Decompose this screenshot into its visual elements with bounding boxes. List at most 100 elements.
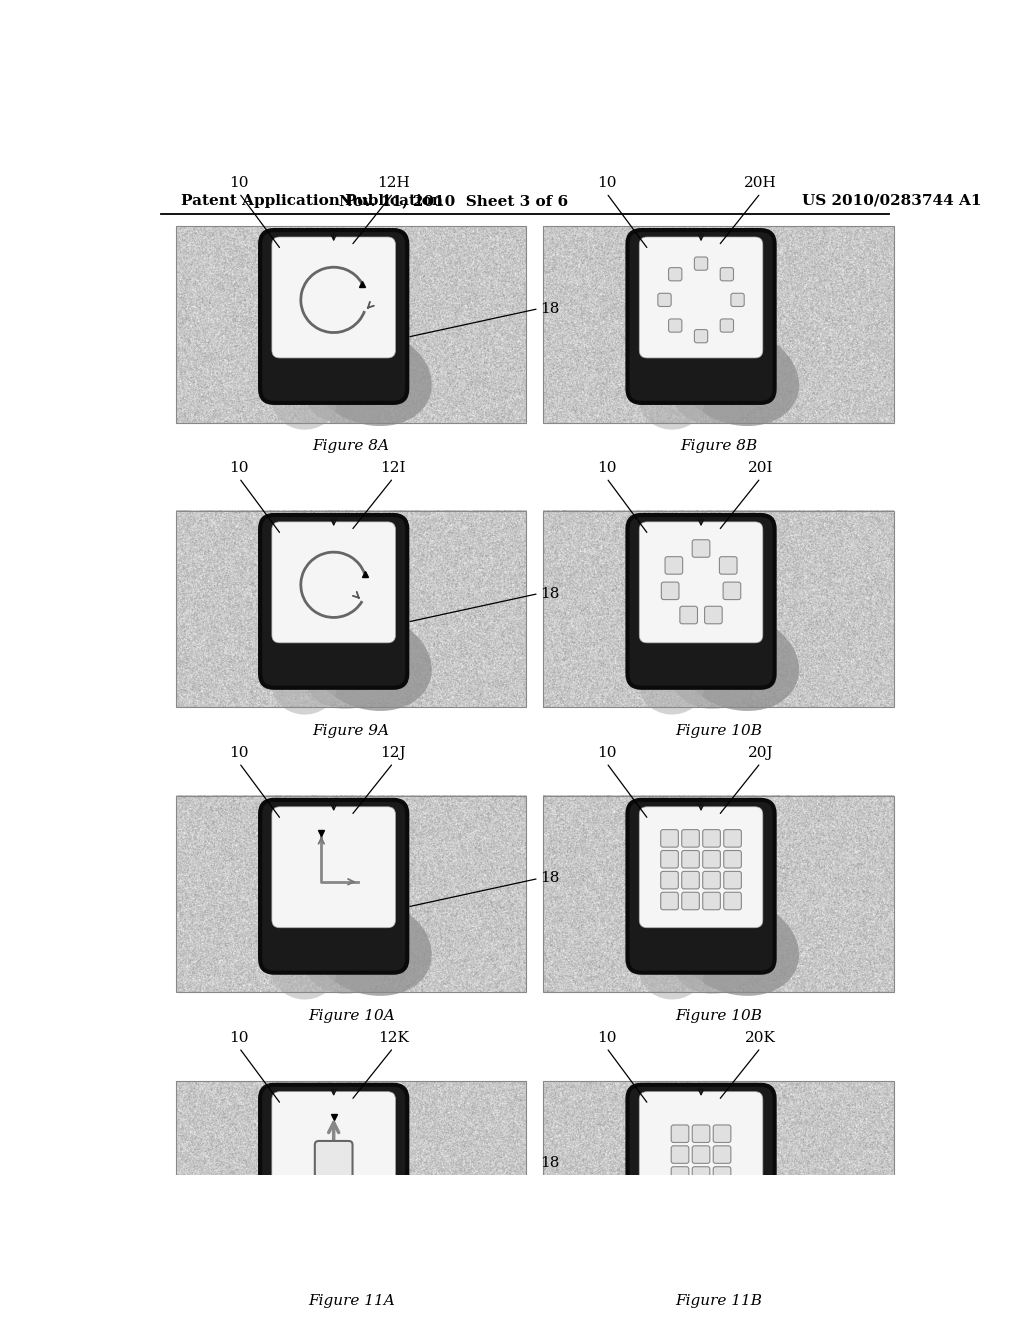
- Ellipse shape: [639, 939, 705, 999]
- Text: 20J: 20J: [748, 746, 773, 760]
- Ellipse shape: [271, 370, 337, 430]
- Ellipse shape: [304, 639, 392, 709]
- FancyBboxPatch shape: [692, 540, 710, 557]
- Text: 18: 18: [541, 871, 560, 886]
- FancyBboxPatch shape: [692, 1125, 710, 1143]
- Text: 10: 10: [229, 176, 249, 190]
- FancyBboxPatch shape: [665, 557, 683, 574]
- Text: Figure 10A: Figure 10A: [308, 1010, 394, 1023]
- FancyBboxPatch shape: [639, 521, 763, 643]
- Ellipse shape: [309, 1183, 432, 1280]
- FancyBboxPatch shape: [314, 1140, 352, 1177]
- FancyBboxPatch shape: [272, 238, 395, 358]
- FancyBboxPatch shape: [720, 268, 733, 281]
- Ellipse shape: [677, 327, 799, 426]
- Ellipse shape: [639, 1224, 705, 1284]
- Text: Figure 10B: Figure 10B: [675, 1010, 762, 1023]
- FancyBboxPatch shape: [671, 1167, 689, 1184]
- FancyBboxPatch shape: [628, 1085, 774, 1258]
- FancyBboxPatch shape: [639, 238, 763, 358]
- Text: 20K: 20K: [745, 1031, 776, 1044]
- Text: 12I: 12I: [381, 461, 406, 475]
- Bar: [176, 1081, 526, 1278]
- FancyBboxPatch shape: [705, 606, 722, 624]
- Text: 18: 18: [541, 302, 560, 315]
- Text: Patent Application Publication: Patent Application Publication: [180, 194, 442, 207]
- FancyBboxPatch shape: [682, 892, 699, 909]
- Ellipse shape: [309, 898, 432, 995]
- Ellipse shape: [677, 898, 799, 995]
- FancyBboxPatch shape: [671, 1125, 689, 1143]
- FancyBboxPatch shape: [639, 1092, 763, 1213]
- Text: Figure 8A: Figure 8A: [312, 440, 390, 454]
- Text: Figure 11A: Figure 11A: [308, 1294, 394, 1308]
- FancyBboxPatch shape: [692, 1146, 710, 1163]
- FancyBboxPatch shape: [662, 582, 679, 599]
- Bar: [176, 226, 526, 422]
- FancyBboxPatch shape: [724, 871, 741, 888]
- Bar: [544, 796, 894, 993]
- Ellipse shape: [639, 655, 705, 714]
- FancyBboxPatch shape: [702, 850, 720, 869]
- Text: 10: 10: [597, 176, 616, 190]
- Text: Figure 11B: Figure 11B: [675, 1294, 762, 1308]
- FancyBboxPatch shape: [724, 850, 741, 869]
- Bar: [176, 796, 526, 993]
- FancyBboxPatch shape: [714, 1146, 731, 1163]
- FancyBboxPatch shape: [660, 850, 678, 869]
- FancyBboxPatch shape: [720, 319, 733, 333]
- Text: 10: 10: [597, 746, 616, 760]
- FancyBboxPatch shape: [682, 850, 699, 869]
- Ellipse shape: [271, 1224, 337, 1284]
- Text: 20I: 20I: [748, 461, 773, 475]
- FancyBboxPatch shape: [260, 800, 408, 973]
- Ellipse shape: [304, 924, 392, 994]
- Text: 12K: 12K: [378, 1031, 409, 1044]
- FancyBboxPatch shape: [724, 830, 741, 847]
- Bar: [544, 226, 894, 422]
- FancyBboxPatch shape: [272, 807, 395, 928]
- FancyBboxPatch shape: [731, 293, 744, 306]
- FancyBboxPatch shape: [669, 268, 682, 281]
- FancyBboxPatch shape: [714, 1125, 731, 1143]
- FancyBboxPatch shape: [628, 230, 774, 403]
- FancyBboxPatch shape: [694, 330, 708, 343]
- FancyBboxPatch shape: [702, 871, 720, 888]
- Bar: [544, 511, 894, 708]
- FancyBboxPatch shape: [660, 892, 678, 909]
- Text: Figure 8B: Figure 8B: [680, 440, 757, 454]
- Ellipse shape: [309, 612, 432, 711]
- FancyBboxPatch shape: [723, 582, 740, 599]
- Text: 20H: 20H: [744, 176, 777, 190]
- FancyBboxPatch shape: [692, 1167, 710, 1184]
- Text: US 2010/0283744 A1: US 2010/0283744 A1: [802, 194, 982, 207]
- FancyBboxPatch shape: [660, 830, 678, 847]
- FancyBboxPatch shape: [628, 800, 774, 973]
- Ellipse shape: [304, 1209, 392, 1279]
- FancyBboxPatch shape: [720, 557, 737, 574]
- FancyBboxPatch shape: [272, 1092, 395, 1213]
- Text: 18: 18: [541, 586, 560, 601]
- FancyBboxPatch shape: [660, 871, 678, 888]
- Ellipse shape: [672, 639, 760, 709]
- FancyBboxPatch shape: [260, 230, 408, 403]
- Text: 10: 10: [229, 461, 249, 475]
- FancyBboxPatch shape: [724, 892, 741, 909]
- Ellipse shape: [304, 354, 392, 424]
- Ellipse shape: [672, 924, 760, 994]
- Text: 18: 18: [541, 1156, 560, 1171]
- Text: 10: 10: [597, 461, 616, 475]
- Bar: [176, 511, 526, 708]
- Ellipse shape: [271, 939, 337, 999]
- Text: Figure 10B: Figure 10B: [675, 725, 762, 738]
- FancyBboxPatch shape: [680, 606, 697, 624]
- FancyBboxPatch shape: [657, 293, 671, 306]
- FancyBboxPatch shape: [682, 830, 699, 847]
- Text: Figure 9A: Figure 9A: [312, 725, 390, 738]
- FancyBboxPatch shape: [260, 1085, 408, 1258]
- Ellipse shape: [672, 1209, 760, 1279]
- FancyBboxPatch shape: [702, 830, 720, 847]
- FancyBboxPatch shape: [639, 807, 763, 928]
- FancyBboxPatch shape: [669, 319, 682, 333]
- Text: 12J: 12J: [381, 746, 407, 760]
